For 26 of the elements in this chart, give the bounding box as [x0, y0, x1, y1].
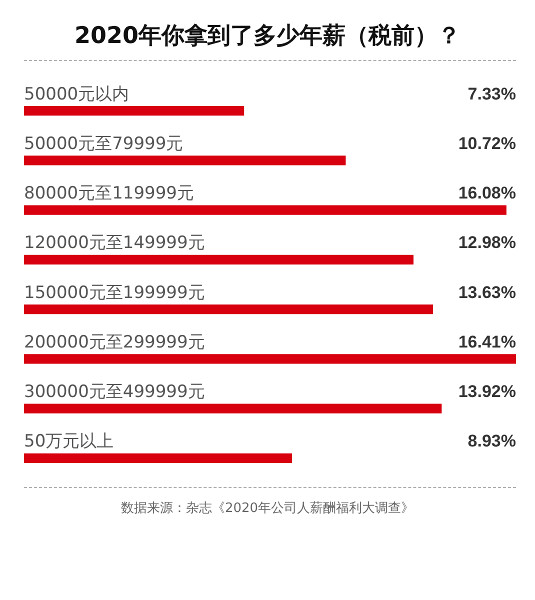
- y-tick-label: 50000元以内: [24, 84, 130, 104]
- source-note: 数据来源：杂志《2020年公司人薪酬福利大调查》: [120, 500, 416, 518]
- chart-title: 2020年你拿到了多少年薪（税前）？: [73, 22, 462, 51]
- y-tick-label: 150000元至199999元: [24, 282, 205, 303]
- bar: [24, 254, 414, 265]
- bar: [24, 205, 506, 215]
- y-tick-label: 80000元至119999元: [24, 184, 194, 204]
- data-label: 8.93%: [468, 432, 516, 451]
- data-label: 16.08%: [458, 184, 516, 203]
- data-label: 16.41%: [458, 332, 516, 352]
- y-tick-label: 50万元以上: [24, 432, 114, 452]
- data-label: 12.98%: [458, 233, 516, 252]
- data-label: 7.33%: [468, 84, 516, 104]
- bar: [24, 453, 292, 464]
- y-tick-label: 300000元至499999元: [24, 382, 205, 402]
- y-tick-label: 120000元至149999元: [24, 233, 205, 254]
- data-label: 13.63%: [458, 282, 516, 302]
- y-tick-label: 200000元至299999元: [24, 332, 205, 352]
- data-label: 13.92%: [458, 382, 516, 402]
- data-label: 10.72%: [458, 134, 516, 153]
- bar: [24, 304, 433, 314]
- bar: [24, 156, 346, 166]
- bar: [24, 354, 516, 364]
- bar: [24, 106, 244, 116]
- bar: [24, 404, 442, 414]
- y-tick-label: 50000元至79999元: [24, 134, 184, 154]
